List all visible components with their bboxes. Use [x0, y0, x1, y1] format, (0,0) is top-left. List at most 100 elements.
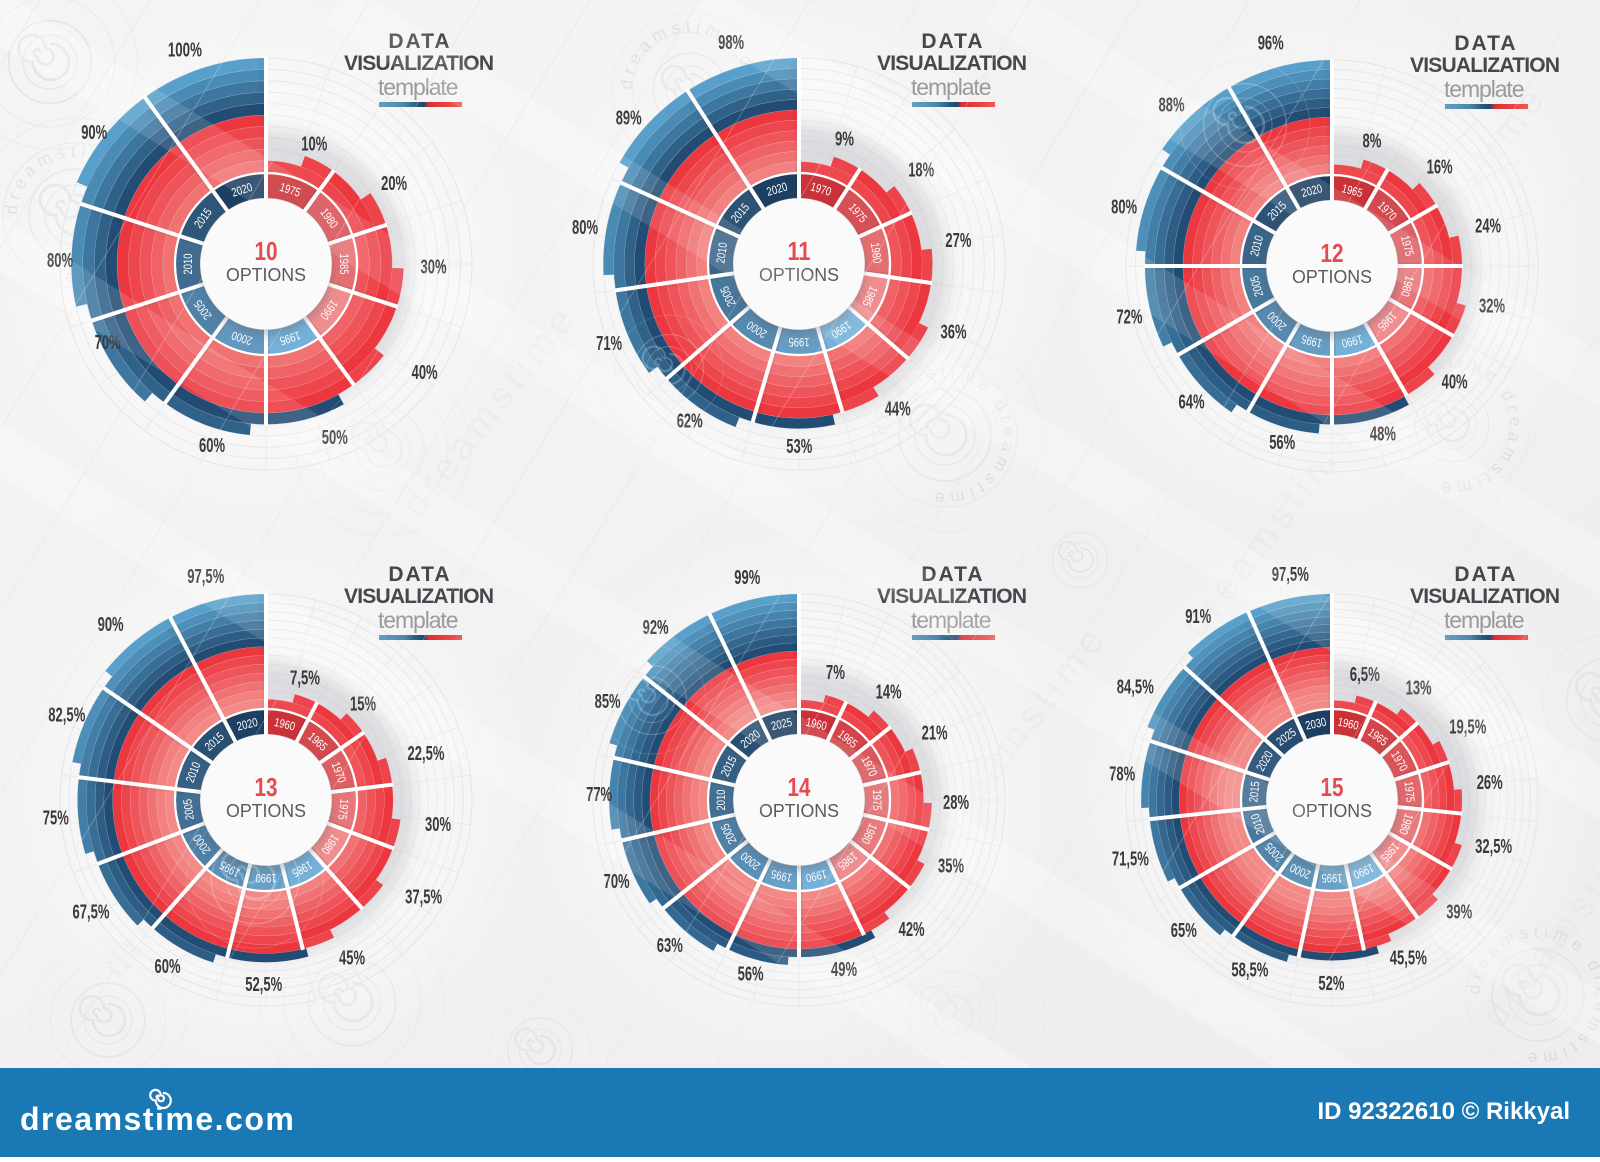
- svg-text:78%: 78%: [1109, 764, 1135, 786]
- svg-text:1990: 1990: [255, 871, 276, 885]
- svg-text:ID 92322610 © Rikkyal: ID 92322610 © Rikkyal: [1317, 1098, 1570, 1125]
- svg-text:71,5%: 71,5%: [1112, 848, 1149, 870]
- svg-text:21%: 21%: [922, 723, 948, 745]
- svg-text:91%: 91%: [1185, 606, 1211, 628]
- svg-text:14: 14: [788, 772, 811, 802]
- svg-text:2005: 2005: [180, 798, 196, 821]
- svg-text:OPTIONS: OPTIONS: [759, 801, 839, 821]
- svg-text:VISUALIZATION: VISUALIZATION: [1410, 585, 1562, 608]
- svg-text:15%: 15%: [350, 693, 376, 715]
- svg-text:90%: 90%: [81, 122, 107, 144]
- svg-text:65%: 65%: [1171, 920, 1197, 942]
- svg-text:99%: 99%: [734, 567, 760, 589]
- svg-text:VISUALIZATION: VISUALIZATION: [344, 52, 496, 75]
- svg-text:45%: 45%: [339, 947, 365, 969]
- svg-text:97,5%: 97,5%: [187, 566, 224, 588]
- svg-text:80%: 80%: [47, 250, 73, 272]
- svg-text:35%: 35%: [938, 856, 964, 878]
- svg-text:40%: 40%: [1442, 371, 1468, 393]
- svg-text:1980: 1980: [1396, 812, 1416, 837]
- svg-text:64%: 64%: [1179, 392, 1205, 414]
- svg-text:VISUALIZATION: VISUALIZATION: [1410, 54, 1562, 77]
- svg-text:22,5%: 22,5%: [408, 743, 445, 765]
- svg-text:template: template: [378, 607, 462, 633]
- svg-text:1970: 1970: [809, 180, 833, 199]
- svg-text:20%: 20%: [381, 173, 407, 195]
- svg-text:1960: 1960: [1336, 715, 1360, 733]
- svg-text:DATA: DATA: [921, 30, 984, 53]
- svg-text:2010: 2010: [713, 241, 730, 264]
- svg-text:52%: 52%: [1318, 973, 1344, 995]
- svg-text:1995: 1995: [1300, 332, 1324, 351]
- svg-text:1975: 1975: [1398, 234, 1417, 258]
- svg-text:template: template: [911, 74, 995, 100]
- svg-text:53%: 53%: [786, 436, 812, 458]
- svg-text:84,5%: 84,5%: [1117, 676, 1154, 698]
- svg-text:2030: 2030: [1304, 715, 1328, 733]
- svg-text:39%: 39%: [1446, 902, 1472, 924]
- svg-text:52,5%: 52,5%: [245, 974, 282, 996]
- svg-text:67,5%: 67,5%: [73, 901, 110, 923]
- svg-text:DATA: DATA: [1454, 563, 1517, 586]
- svg-text:16%: 16%: [1427, 156, 1453, 178]
- svg-text:48%: 48%: [1370, 424, 1396, 446]
- svg-text:14%: 14%: [876, 681, 902, 703]
- svg-text:96%: 96%: [1258, 32, 1284, 54]
- svg-text:OPTIONS: OPTIONS: [1292, 801, 1372, 821]
- svg-text:70%: 70%: [95, 332, 121, 354]
- svg-text:97,5%: 97,5%: [1272, 564, 1309, 586]
- svg-text:45,5%: 45,5%: [1390, 948, 1427, 970]
- svg-text:56%: 56%: [738, 963, 764, 985]
- svg-text:75%: 75%: [43, 807, 69, 829]
- svg-text:1975: 1975: [335, 798, 351, 821]
- svg-text:1975: 1975: [1402, 781, 1418, 804]
- svg-text:1980: 1980: [868, 242, 885, 265]
- svg-text:6,5%: 6,5%: [1350, 664, 1380, 686]
- svg-text:88%: 88%: [1159, 95, 1185, 117]
- svg-text:11: 11: [788, 236, 811, 266]
- svg-text:DATA: DATA: [1454, 32, 1517, 55]
- svg-text:DATA: DATA: [921, 563, 984, 586]
- svg-text:VISUALIZATION: VISUALIZATION: [877, 585, 1029, 608]
- svg-text:80%: 80%: [572, 217, 598, 239]
- svg-text:32%: 32%: [1479, 296, 1505, 318]
- svg-text:OPTIONS: OPTIONS: [226, 265, 306, 285]
- svg-text:OPTIONS: OPTIONS: [759, 265, 839, 285]
- svg-text:1990: 1990: [1340, 332, 1364, 351]
- svg-text:12: 12: [1321, 238, 1344, 268]
- svg-text:2020: 2020: [230, 180, 255, 200]
- svg-text:82,5%: 82,5%: [48, 704, 85, 726]
- svg-text:2010: 2010: [1248, 812, 1268, 837]
- svg-text:19,5%: 19,5%: [1449, 717, 1486, 739]
- svg-text:7%: 7%: [826, 662, 845, 684]
- svg-text:30%: 30%: [425, 814, 451, 836]
- svg-text:28%: 28%: [943, 792, 969, 814]
- svg-text:60%: 60%: [199, 435, 225, 457]
- svg-text:37,5%: 37,5%: [405, 887, 442, 909]
- svg-text:92%: 92%: [643, 617, 669, 639]
- svg-text:2015: 2015: [1246, 780, 1262, 803]
- svg-text:2010: 2010: [714, 789, 728, 810]
- svg-text:50%: 50%: [322, 427, 348, 449]
- svg-text:58,5%: 58,5%: [1231, 960, 1268, 982]
- svg-text:60%: 60%: [155, 956, 181, 978]
- svg-text:1960: 1960: [273, 715, 297, 734]
- svg-text:49%: 49%: [831, 959, 857, 981]
- svg-text:7,5%: 7,5%: [290, 668, 320, 690]
- svg-text:1975: 1975: [870, 790, 884, 811]
- svg-text:80%: 80%: [1111, 197, 1137, 219]
- svg-text:9%: 9%: [835, 129, 854, 151]
- svg-text:71%: 71%: [596, 333, 622, 355]
- svg-text:42%: 42%: [899, 919, 925, 941]
- svg-text:89%: 89%: [616, 108, 642, 130]
- svg-text:1995: 1995: [770, 867, 794, 885]
- svg-text:36%: 36%: [941, 322, 967, 344]
- svg-text:44%: 44%: [885, 399, 911, 421]
- svg-text:VISUALIZATION: VISUALIZATION: [877, 52, 1029, 75]
- svg-text:DATA: DATA: [388, 30, 451, 53]
- svg-text:56%: 56%: [1269, 432, 1295, 454]
- svg-text:32,5%: 32,5%: [1475, 836, 1512, 858]
- svg-text:98%: 98%: [718, 32, 744, 54]
- svg-text:100%: 100%: [168, 39, 202, 61]
- svg-text:template: template: [911, 607, 995, 633]
